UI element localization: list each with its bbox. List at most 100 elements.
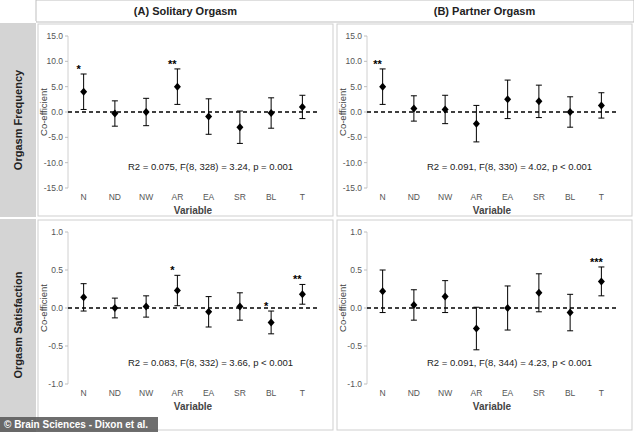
- x-tick-label: EA: [502, 388, 514, 398]
- error-bar: [598, 267, 604, 296]
- credit-text: © Brain Sciences - Dixon et al.: [4, 419, 148, 430]
- error-bar: [505, 80, 511, 119]
- point: [236, 302, 243, 310]
- error-cap: [299, 95, 305, 96]
- y-tick: [364, 162, 367, 163]
- x-tick-label: ND: [408, 192, 420, 202]
- x-tick-label: SR: [234, 192, 246, 202]
- error-bar: [206, 297, 212, 327]
- y-tick-label: 1.0: [350, 227, 362, 237]
- y-tick-label: 5.0: [350, 82, 362, 92]
- point: [205, 308, 212, 316]
- point: [174, 83, 181, 91]
- point: [268, 318, 275, 326]
- y-axis-title: Co-efficient: [38, 88, 49, 136]
- error-cap: [143, 125, 149, 126]
- x-tick-label: BL: [266, 388, 277, 398]
- x-tick-label: NW: [438, 388, 452, 398]
- error-cap: [206, 98, 212, 99]
- error-cap: [112, 100, 118, 101]
- y-tick: [364, 86, 367, 87]
- error-bar: [237, 111, 243, 143]
- point: [410, 104, 417, 112]
- error-bar: [536, 274, 542, 312]
- credit-bg: [0, 417, 158, 432]
- point: [442, 293, 449, 301]
- y-tick: [364, 36, 367, 37]
- reference-line: [68, 307, 318, 308]
- error-bar: [81, 284, 87, 311]
- error-cap: [112, 126, 118, 127]
- x-tick-label: ND: [109, 192, 121, 202]
- error-cap: [143, 317, 149, 318]
- y-axis-title: Co-efficient: [337, 88, 348, 136]
- error-cap: [505, 80, 511, 81]
- error-cap: [380, 312, 386, 313]
- x-tick-label: NW: [139, 388, 153, 398]
- error-bar: [143, 296, 149, 317]
- x-tick-label: AR: [171, 192, 183, 202]
- y-tick: [364, 112, 367, 113]
- y-tick-label: 0.0: [51, 107, 63, 117]
- error-cap: [536, 311, 542, 312]
- x-tick-label: BL: [266, 192, 277, 202]
- error-cap: [268, 311, 274, 312]
- y-tick: [65, 308, 68, 309]
- error-cap: [268, 128, 274, 129]
- significance: *: [76, 63, 81, 75]
- y-tick-label: 10.0: [345, 56, 362, 66]
- error-bar: [380, 270, 386, 313]
- y-tick-label: -10.0: [44, 158, 64, 168]
- error-cap: [411, 320, 417, 321]
- y-tick-label: -5.0: [48, 132, 63, 142]
- point: [205, 113, 212, 121]
- row-divider: [0, 21, 36, 23]
- point: [410, 301, 417, 309]
- y-tick-label: 1.0: [51, 227, 63, 237]
- point: [379, 83, 386, 91]
- error-cap: [268, 97, 274, 98]
- error-cap: [505, 285, 511, 286]
- y-tick: [65, 86, 68, 87]
- x-tick-label: BL: [565, 192, 576, 202]
- error-cap: [411, 95, 417, 96]
- panel: -1.0-0.50.00.51.0NNDNWAREASRBLTVariableC…: [38, 220, 333, 430]
- y-tick: [65, 232, 68, 233]
- y-tick-label: 5.0: [51, 82, 63, 92]
- y-tick: [364, 346, 367, 347]
- error-cap: [112, 298, 118, 299]
- figure: (A) Solitary Orgasm(B) Partner OrgasmOrg…: [0, 0, 634, 432]
- point: [535, 97, 542, 105]
- y-tick-label: 15.0: [345, 31, 362, 41]
- error-cap: [112, 317, 118, 318]
- point: [598, 101, 605, 109]
- error-bar: [237, 293, 243, 320]
- x-axis-title: Variable: [473, 205, 512, 216]
- y-tick-label: 0.5: [350, 265, 362, 275]
- significance: *: [264, 300, 269, 312]
- error-cap: [237, 110, 243, 111]
- error-cap: [567, 96, 573, 97]
- panel-frame: [38, 24, 333, 216]
- reference-line: [367, 307, 617, 308]
- error-cap: [174, 305, 180, 306]
- x-tick-label: ND: [109, 388, 121, 398]
- error-cap: [442, 95, 448, 96]
- x-tick-label: T: [300, 388, 305, 398]
- point: [473, 325, 480, 333]
- y-tick-label: 0.0: [350, 107, 362, 117]
- x-tick-label: N: [380, 192, 386, 202]
- error-bar: [112, 101, 118, 126]
- point: [442, 105, 449, 113]
- point: [143, 302, 150, 310]
- y-tick: [364, 137, 367, 138]
- error-bar: [411, 290, 417, 320]
- error-bar: [505, 286, 511, 330]
- error-cap: [380, 270, 386, 271]
- y-axis-title: Co-efficient: [337, 284, 348, 332]
- y-tick-label: -15.0: [343, 183, 363, 193]
- point: [504, 95, 511, 103]
- error-cap: [473, 105, 479, 106]
- y-tick: [65, 188, 68, 189]
- y-tick-label: -1.0: [347, 379, 362, 389]
